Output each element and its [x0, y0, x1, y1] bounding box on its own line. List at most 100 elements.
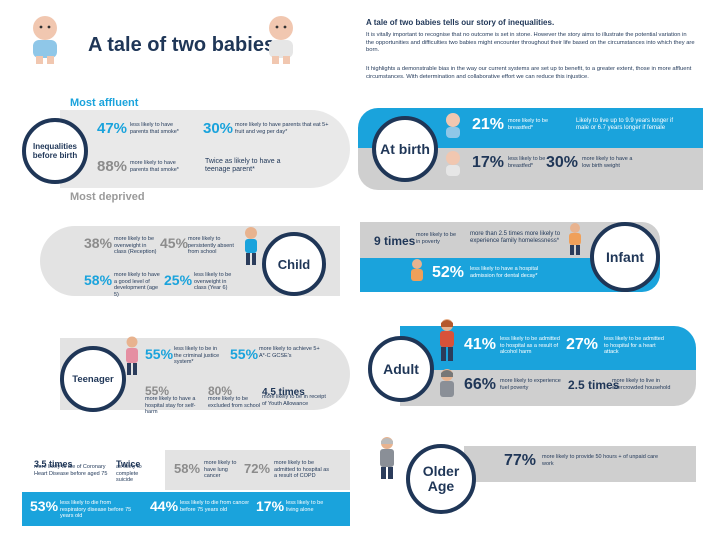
stat-text: more likely to be breastfed* [508, 118, 549, 131]
stat-text: more likely to provide 50 hours + of unp… [542, 454, 659, 467]
stat-value: 41% [464, 336, 497, 353]
teenager-badge: Teenager [60, 346, 126, 412]
road-band [464, 446, 696, 482]
stat-value: 58% [174, 461, 201, 476]
stat-30: 30% [203, 120, 233, 138]
stat-45: 45% [160, 235, 188, 253]
baby-icon-left [22, 14, 68, 66]
stat-55-selfharm: 55% [145, 382, 169, 400]
stat-text: less likely to be admitted to hospital f… [604, 336, 664, 355]
stat-value: 30% [546, 154, 579, 171]
inequalities-before-birth-badge: Inequalities before birth [22, 118, 88, 184]
adult-man-icon [436, 368, 458, 408]
stat-text: more likely to have a hospital stay for … [145, 396, 196, 415]
stat-88: 88% [97, 158, 127, 176]
stat-text: more likely to die of Coronary Heart Dis… [34, 464, 108, 477]
child-figure-icon [240, 226, 262, 266]
stat-text: more likely to experience fuel poverty [500, 378, 561, 391]
stat-value: 53% [30, 498, 59, 514]
stat-58-lung: 58% [174, 460, 200, 478]
stat-value: 21% [472, 116, 505, 133]
stat-72: 72% [244, 460, 270, 478]
infant-figure-icon [566, 222, 584, 256]
stat-text: more likely to achieve 5+ A*-C GCSE's [259, 346, 320, 359]
stat-text: more likely to be excluded from school [208, 396, 260, 409]
stat-text: less likely to be in the criminal justic… [174, 346, 220, 365]
stat-value: 4.5 times [262, 387, 305, 398]
stat-value: 55% [230, 346, 259, 362]
older-person-icon [376, 436, 398, 480]
road-band [165, 450, 350, 490]
older-age-badge: Older Age [406, 444, 476, 514]
stat-44: 44% [150, 498, 178, 516]
stat-value: 27% [566, 336, 599, 353]
road-band [60, 110, 350, 188]
stat-52: 52% [432, 264, 464, 282]
stat-value: 38% [84, 235, 113, 251]
stat-value: 17% [472, 154, 505, 171]
stat-47: 47% [97, 120, 127, 138]
stat-77: 77% [504, 452, 536, 470]
stat-text: more likely to live in overcrowded house… [612, 378, 671, 391]
stat-value: 2.5 times [568, 378, 620, 392]
baby-icon [442, 150, 464, 178]
stat-value: 52% [432, 264, 465, 281]
stat-30-lbw: 30% [546, 154, 578, 172]
stat-text: more likely to be in poverty [416, 232, 457, 245]
stat-value: 44% [150, 498, 179, 514]
stat-value: 30% [203, 120, 234, 137]
stat-text: more likely to be in receipt of Youth Al… [262, 394, 326, 407]
stat-value: 72% [244, 461, 271, 476]
stat-38: 38% [84, 235, 112, 253]
stat-value: 58% [84, 272, 113, 288]
stat-value: 9 times [374, 234, 416, 248]
stat-21: 21% [472, 116, 504, 134]
stat-value: 55% [145, 346, 174, 362]
stat-text: less likely to have parents that smoke* [130, 122, 179, 135]
stat-value: Twice [116, 459, 141, 469]
adult-man-icon [436, 318, 458, 362]
stat-value: 25% [164, 272, 193, 288]
stat-58: 58% [84, 272, 112, 290]
stat-text: more likely to be overweight in class (R… [114, 236, 157, 255]
stat-text: less likely to die from cancer before 75… [180, 500, 250, 513]
page-title: A tale of two babies [88, 34, 276, 56]
at-birth-badge: At birth [372, 116, 438, 182]
stat-text: more likely to be admitted to hospital a… [274, 460, 330, 479]
stat-80: 80% [208, 382, 232, 400]
stat-3-5-times: 3.5 times [34, 454, 73, 472]
intro-heading: A tale of two babies tells our story of … [366, 18, 555, 27]
baby-icon [442, 112, 464, 140]
stat-53: 53% [30, 498, 58, 516]
stat-text: Likely to live up to 9.9 years longer if… [576, 118, 674, 131]
stat-25: 25% [164, 272, 192, 290]
stat-value: 47% [97, 120, 128, 137]
stat-text: less likely to be overweight in class (Y… [194, 272, 232, 291]
stat-2-5-times: 2.5 times [568, 376, 619, 394]
stat-55-cjs: 55% [145, 346, 173, 364]
stat-17-breastfed: 17% [472, 154, 504, 172]
stat-twice: Twice [116, 454, 140, 472]
intro-paragraph-2: It highlights a demonstrable bias in the… [366, 66, 692, 80]
stat-text: more likely to persistently absent from … [188, 236, 234, 255]
infant-figure-icon [408, 258, 426, 288]
stat-value: 55% [145, 384, 170, 398]
stat-text: less likely to be admitted to hospital a… [500, 336, 560, 355]
stat-27: 27% [566, 336, 598, 354]
stat-text: less likely to be living alone [286, 500, 324, 513]
stat-text: more likely to have a low birth weight [582, 156, 633, 169]
stat-text: more likely to have lung cancer [204, 460, 237, 479]
road-band-blue [22, 492, 350, 526]
stat-55-gcse: 55% [230, 346, 258, 364]
most-affluent-label: Most affluent [70, 97, 139, 109]
stat-teenage-parent: Twice as likely to have a teenage parent… [205, 158, 281, 173]
stat-text: more likely to have a good level of deve… [114, 272, 160, 298]
stat-text: less likely to have a hospital admission… [470, 266, 539, 279]
stat-text: more likely to have parents that eat 5+ … [235, 122, 329, 135]
stat-66: 66% [464, 376, 496, 394]
stat-value: 17% [256, 498, 285, 514]
baby-icon-right [258, 14, 304, 66]
stat-text: as likely to complete suicide [116, 464, 142, 483]
stat-value: 3.5 times [34, 459, 73, 469]
stat-17: 17% [256, 498, 284, 516]
